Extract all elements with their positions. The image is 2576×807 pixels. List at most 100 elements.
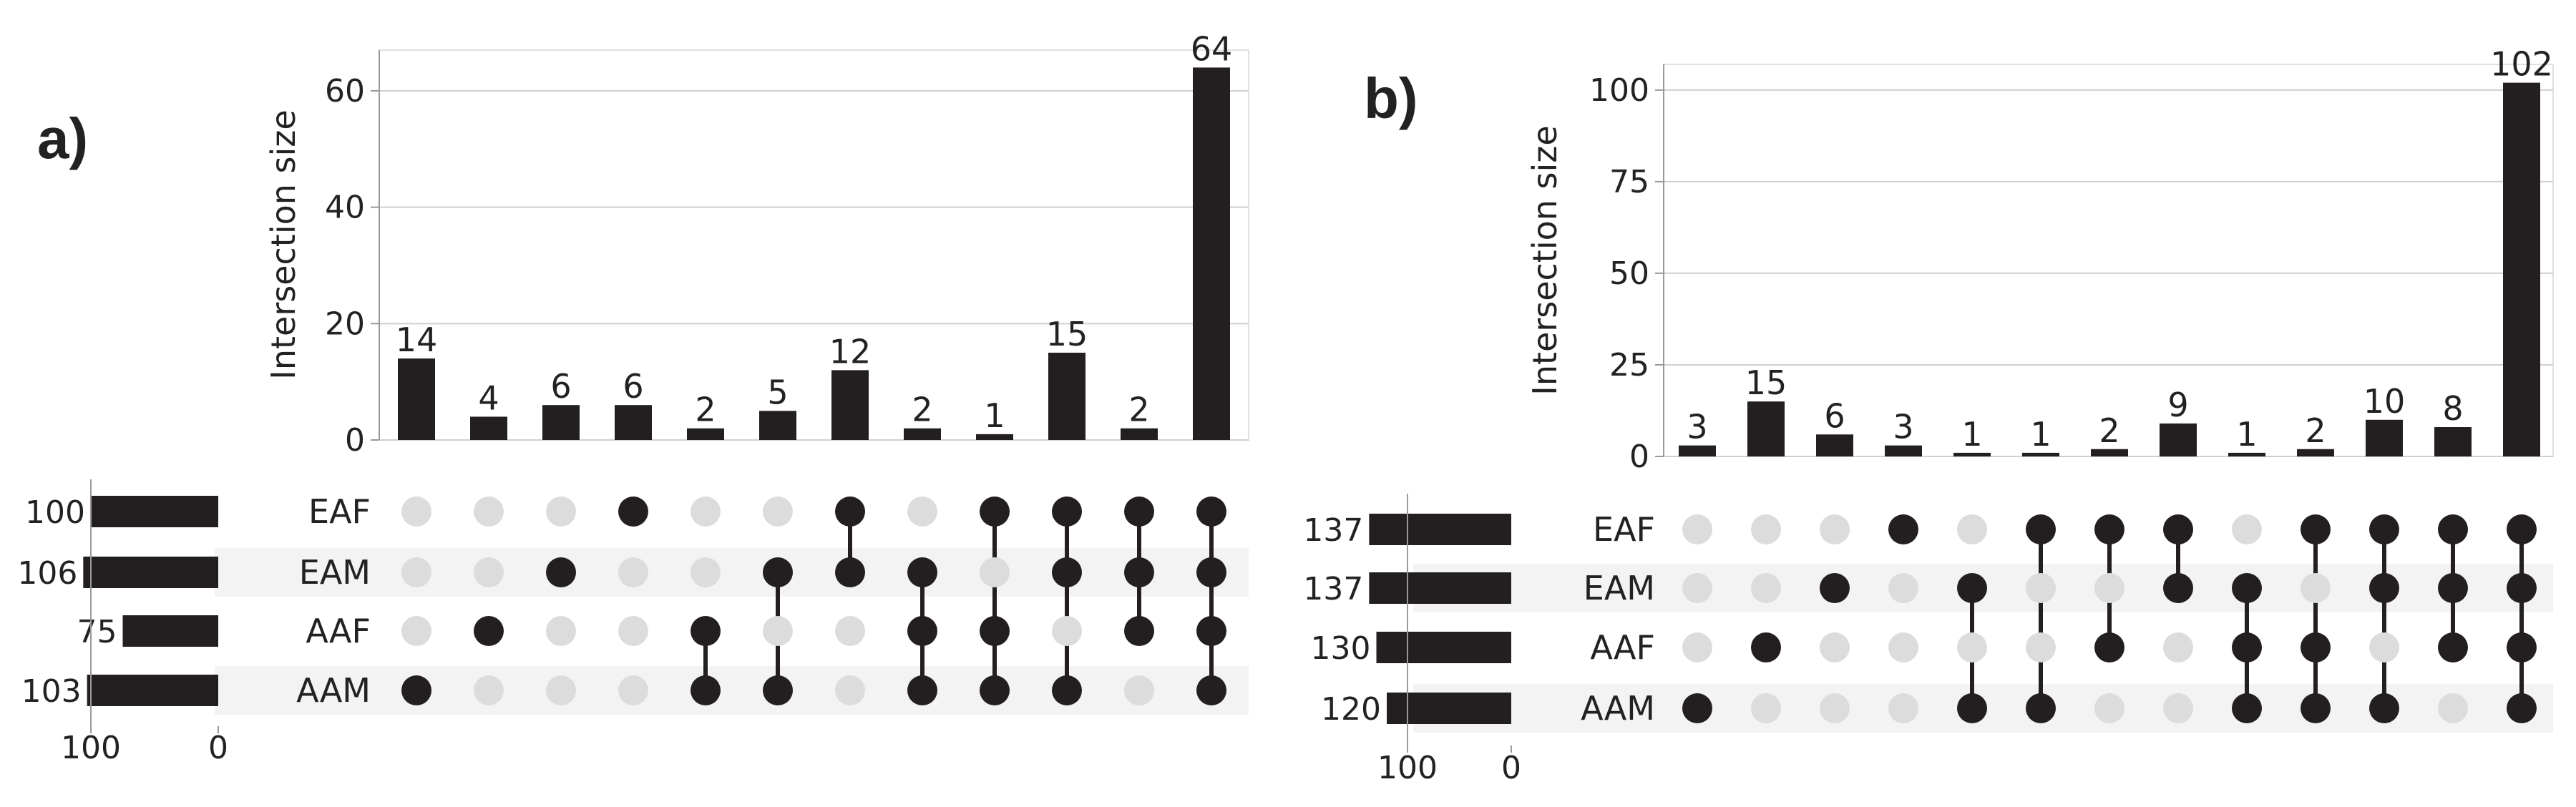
set-size-label: 103	[21, 673, 82, 710]
y-tick-label: 0	[1629, 439, 1649, 475]
matrix-dot-filled	[2438, 573, 2468, 603]
matrix-dot-empty	[1820, 632, 1850, 662]
matrix-dot-filled	[2507, 573, 2537, 603]
matrix-dot-filled	[2507, 632, 2537, 662]
intersection-bar	[2434, 427, 2472, 456]
matrix-dot-filled	[1196, 557, 1226, 587]
matrix-dot-filled	[691, 616, 721, 646]
set-label: AAF	[306, 612, 371, 650]
matrix-dot-empty	[1124, 675, 1154, 705]
bar-value-label: 15	[1745, 363, 1787, 402]
matrix-dot-empty	[546, 616, 576, 646]
matrix-dot-empty	[2369, 632, 2399, 662]
set-size-bar	[83, 557, 218, 588]
set-size-label: 137	[1303, 571, 1363, 607]
matrix-dot-empty	[2026, 573, 2056, 603]
matrix-dot-filled	[907, 557, 937, 587]
y-tick-label: 0	[345, 422, 365, 459]
intersection-bar	[1121, 428, 1158, 440]
set-size-bar	[1369, 514, 1511, 545]
matrix-dot-empty	[2301, 573, 2331, 603]
matrix-dot-filled	[1820, 573, 1850, 603]
intersection-bar	[542, 405, 580, 440]
set-label: EAM	[1584, 569, 1655, 607]
bar-value-label: 4	[478, 378, 499, 417]
matrix-dot-filled	[2026, 514, 2056, 544]
intersection-bar	[2228, 452, 2265, 456]
matrix-dot-filled	[763, 675, 793, 705]
plot-frame	[379, 49, 1249, 441]
intersection-bar	[1679, 445, 1716, 456]
matrix-dot-filled	[401, 675, 431, 705]
intersection-bar	[2091, 449, 2128, 456]
bar-value-label: 6	[623, 367, 643, 406]
matrix-dot-filled	[1052, 675, 1082, 705]
matrix-dot-filled	[2507, 693, 2537, 723]
matrix-dot-empty	[1888, 573, 1918, 603]
matrix-dot-empty	[2232, 514, 2262, 544]
bar-value-label: 6	[550, 367, 571, 406]
matrix-dot-empty	[2094, 693, 2124, 723]
matrix-dot-filled	[546, 557, 576, 587]
intersection-bar	[2022, 452, 2059, 456]
matrix-dot-filled	[1124, 616, 1154, 646]
matrix-dot-empty	[401, 616, 431, 646]
panel-a-label: a)	[37, 107, 89, 170]
matrix-dot-filled	[1052, 497, 1082, 527]
set-size-tick-label: 100	[61, 730, 121, 766]
matrix-dot-filled	[1888, 514, 1918, 544]
set-size-tick-label: 0	[1501, 750, 1521, 786]
matrix-dot-filled	[691, 675, 721, 705]
matrix-dot-filled	[2232, 573, 2262, 603]
set-size-label: 137	[1303, 512, 1363, 549]
matrix-dot-empty	[1052, 616, 1082, 646]
matrix-dot-empty	[474, 557, 504, 587]
matrix-dot-filled	[907, 616, 937, 646]
bar-value-label: 9	[2167, 386, 2188, 424]
set-size-bar	[1387, 693, 1511, 724]
matrix-dot-empty	[1751, 573, 1781, 603]
matrix-dot-empty	[1820, 514, 1850, 544]
matrix-dot-filled	[980, 616, 1010, 646]
bar-value-label: 2	[695, 391, 716, 429]
matrix-dot-filled	[2301, 514, 2331, 544]
matrix-dot-empty	[980, 557, 1010, 587]
set-label: AAF	[1590, 628, 1655, 667]
matrix-dot-filled	[1682, 693, 1712, 723]
bar-value-label: 8	[2442, 389, 2463, 428]
intersection-bar	[904, 428, 941, 440]
matrix-dot-empty	[2438, 693, 2468, 723]
matrix-dot-filled	[474, 616, 504, 646]
matrix-dot-filled	[980, 497, 1010, 527]
y-axis-title: Intersection size	[1526, 125, 1564, 395]
matrix-dot-empty	[474, 497, 504, 527]
matrix-dot-empty	[835, 675, 865, 705]
set-size-label: 130	[1311, 630, 1371, 667]
matrix-dot-empty	[2163, 632, 2193, 662]
matrix-dot-empty	[1751, 693, 1781, 723]
y-tick-label: 100	[1589, 72, 1649, 109]
matrix-dot-empty	[618, 557, 648, 587]
matrix-dot-filled	[1751, 632, 1781, 662]
matrix-dot-filled	[2163, 573, 2193, 603]
intersection-bar	[687, 428, 724, 440]
intersection-bar	[831, 370, 869, 440]
intersection-bar	[615, 405, 652, 440]
y-tick-label: 75	[1609, 164, 1649, 200]
intersection-bar	[1193, 67, 1230, 441]
matrix-dot-filled	[2369, 514, 2399, 544]
set-size-label: 75	[77, 614, 117, 650]
bar-value-label: 15	[1046, 315, 1088, 353]
matrix-dot-filled	[2301, 693, 2331, 723]
matrix-dot-filled	[2507, 514, 2537, 544]
set-label: AAM	[296, 671, 371, 710]
bar-value-label: 1	[2030, 415, 2051, 454]
set-label: EAM	[299, 553, 371, 592]
matrix-dot-filled	[618, 497, 648, 527]
bar-value-label: 2	[1128, 391, 1149, 429]
set-size-label: 120	[1321, 691, 1381, 728]
bar-value-label: 12	[829, 332, 872, 371]
matrix-dot-filled	[2301, 632, 2331, 662]
matrix-dot-filled	[2163, 514, 2193, 544]
